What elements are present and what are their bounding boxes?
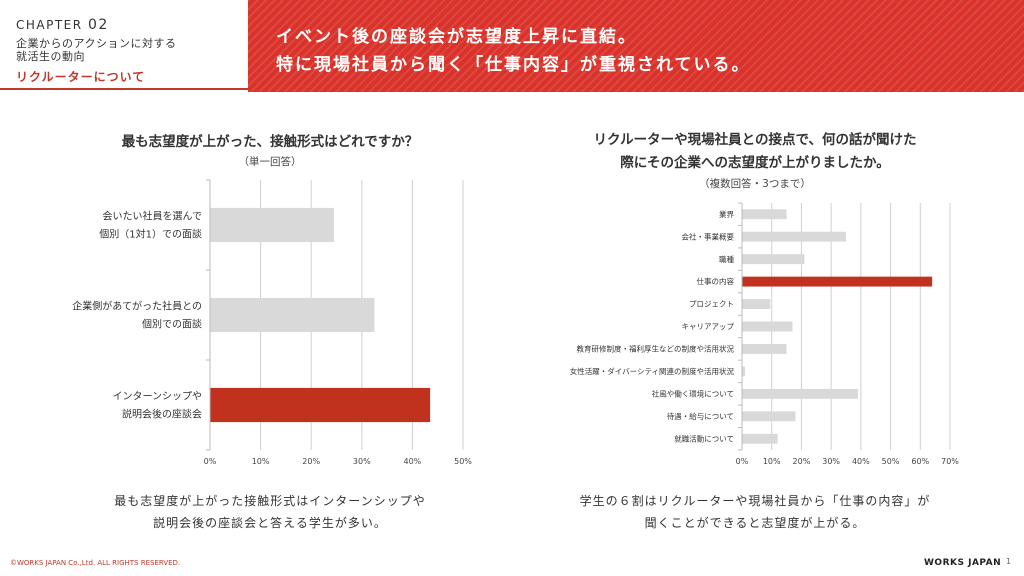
x-tick-label: 0% xyxy=(204,457,217,466)
bar xyxy=(742,231,846,242)
right-summary: 学生の６割はリクルーターや現場社員から「仕事の内容」が 聞くことができると志望度… xyxy=(579,494,931,530)
bar xyxy=(742,433,778,444)
bar xyxy=(742,411,796,422)
category-label: 教育研修制度・福利厚生などの制度や活用状況 xyxy=(577,344,735,354)
category-label: 個別（1対1）での面談 xyxy=(99,228,202,241)
category-label: 業界 xyxy=(719,209,734,219)
category-label: 会いたい社員を選んで xyxy=(103,210,203,223)
x-tick-label: 40% xyxy=(404,457,422,466)
section-title: リクルーターについて xyxy=(16,70,146,84)
left-chart-note: （単一回答） xyxy=(238,156,302,168)
bar xyxy=(742,209,787,220)
bar xyxy=(742,276,933,287)
bar xyxy=(742,366,745,377)
x-tick-label: 10% xyxy=(763,457,781,466)
x-tick-label: 70% xyxy=(941,457,959,466)
chapter-label: CHAPTER 02 xyxy=(16,17,109,33)
x-tick-label: 0% xyxy=(736,457,749,466)
category-label: プロジェクト xyxy=(689,300,734,309)
bar xyxy=(742,344,787,354)
copyright-text: ©WORKS JAPAN Co.,Ltd. ALL RIGHTS RESERVE… xyxy=(10,559,181,567)
category-label: 会社・事業概要 xyxy=(682,231,735,241)
right-chart-note: （複数回答・3つまで） xyxy=(699,178,811,190)
category-label: 仕事の内容 xyxy=(697,276,735,286)
x-tick-label: 10% xyxy=(252,457,270,466)
bar xyxy=(742,254,805,265)
category-label: 個別での面談 xyxy=(142,318,202,331)
bar xyxy=(742,388,858,399)
right-chart-title-line-2: 際にその企業への志望度が上がりましたか。 xyxy=(620,155,890,171)
x-tick-label: 30% xyxy=(822,457,840,466)
left-summary: 最も志望度が上がった接触形式はインターンシップや 説明会後の座談会と答える学生が… xyxy=(114,494,426,530)
x-tick-label: 60% xyxy=(911,457,929,466)
category-label: 待遇・給与について xyxy=(667,411,734,421)
chapter-subtitle: 企業からのアクションに対する 就活生の動向 xyxy=(16,37,177,63)
x-tick-label: 40% xyxy=(852,457,870,466)
right-chart-title-line-1: リクルーターや現場社員との接点で、何の話が聞けた xyxy=(593,132,917,148)
left-chart-title: 最も志望度が上がった、接触形式はどれですか？ xyxy=(121,134,419,150)
company-logo: WORKS JAPAN xyxy=(924,558,1002,568)
category-label: 職種 xyxy=(719,254,734,264)
category-label: 企業側があてがった社員との xyxy=(72,300,202,313)
bar xyxy=(742,299,771,309)
headline-line-2: 特に現場社員から聞く「仕事内容」が重視されている。 xyxy=(276,55,751,75)
bar xyxy=(210,207,334,243)
category-label: 説明会後の座談会 xyxy=(122,408,202,421)
category-label: 女性活躍・ダイバーシティ関連の制度や活用状況 xyxy=(570,366,735,376)
x-tick-label: 20% xyxy=(302,457,320,466)
category-label: インターンシップや xyxy=(113,391,203,403)
x-tick-label: 50% xyxy=(454,457,472,466)
header-left: CHAPTER 02 企業からのアクションに対する 就活生の動向 リクルーターに… xyxy=(0,0,248,92)
category-label: 就職活動について xyxy=(674,433,734,443)
category-label: キャリアアップ xyxy=(682,322,735,331)
bar xyxy=(210,387,431,423)
x-tick-label: 50% xyxy=(882,457,900,466)
x-tick-label: 20% xyxy=(793,457,811,466)
bar xyxy=(210,297,375,333)
x-tick-label: 30% xyxy=(353,457,371,466)
page-number: 1 xyxy=(1006,557,1012,566)
header-divider xyxy=(0,88,248,90)
headline-line-1: イベント後の座談会が志望度上昇に直結。 xyxy=(276,27,637,47)
bar xyxy=(742,321,793,332)
category-label: 社風や働く環境について xyxy=(652,388,734,398)
headline-banner: イベント後の座談会が志望度上昇に直結。 特に現場社員から聞く「仕事内容」が重視さ… xyxy=(248,0,1024,92)
